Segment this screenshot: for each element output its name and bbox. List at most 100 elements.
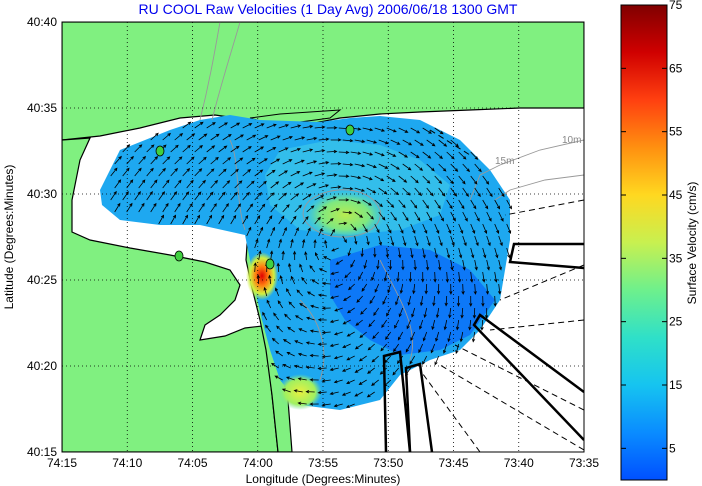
velocity-arrow bbox=[434, 151, 443, 159]
velocity-arrow bbox=[270, 135, 281, 141]
velocity-arrow bbox=[438, 259, 442, 271]
velocity-arrow bbox=[306, 205, 315, 213]
velocity-arrow bbox=[414, 187, 423, 197]
velocity-arrow bbox=[482, 223, 488, 235]
velocity-arrow bbox=[426, 139, 436, 147]
velocity-arrow bbox=[386, 199, 395, 208]
velocity-arrow bbox=[474, 211, 480, 222]
velocity-arrow bbox=[402, 235, 407, 247]
velocity-arrow bbox=[282, 136, 293, 141]
velocity-arrow bbox=[266, 147, 277, 153]
velocity-arrow bbox=[449, 283, 453, 295]
velocity-arrow bbox=[222, 180, 231, 189]
velocity-arrow bbox=[471, 331, 476, 343]
velocity-arrow bbox=[460, 307, 464, 319]
velocity-arrow bbox=[246, 134, 257, 141]
velocity-arrow bbox=[422, 331, 428, 342]
velocity-arrow bbox=[366, 211, 374, 220]
velocity-arrow bbox=[494, 271, 498, 283]
velocity-arrow bbox=[446, 151, 455, 160]
velocity-arrow bbox=[410, 247, 414, 259]
velocity-arrow bbox=[306, 160, 318, 165]
velocity-arrow bbox=[206, 122, 216, 129]
velocity-arrow bbox=[293, 389, 303, 393]
velocity-arrow bbox=[270, 181, 280, 189]
velocity-arrow bbox=[330, 271, 339, 275]
velocity-arrow bbox=[474, 163, 482, 173]
velocity-center-maximum bbox=[305, 191, 385, 239]
velocity-arrow bbox=[278, 215, 285, 225]
velocity-arrow bbox=[290, 148, 301, 153]
velocity-arrow bbox=[443, 343, 448, 354]
velocity-arrow bbox=[326, 126, 338, 130]
velocity-arrow bbox=[446, 175, 454, 185]
colorbar-tick-label: 25 bbox=[669, 315, 683, 329]
velocity-arrow bbox=[299, 263, 304, 273]
x-tick-label: 73:45 bbox=[438, 456, 468, 470]
velocity-south-maximum bbox=[278, 374, 322, 410]
velocity-arrow bbox=[458, 199, 465, 210]
velocity-arrow bbox=[373, 307, 380, 316]
velocity-arrow bbox=[270, 226, 275, 237]
velocity-arrow bbox=[301, 238, 306, 249]
velocity-arrow bbox=[481, 295, 485, 307]
velocity-arrow bbox=[333, 403, 343, 408]
velocity-arrow bbox=[341, 391, 351, 396]
velocity-arrow bbox=[170, 214, 177, 225]
velocity-arrow bbox=[126, 155, 134, 165]
velocity-arrow bbox=[282, 204, 290, 213]
velocity-arrow bbox=[470, 247, 475, 259]
velocity-arrow bbox=[286, 352, 295, 357]
radar-coverage-outlines bbox=[382, 242, 584, 452]
velocity-arrow bbox=[218, 168, 227, 177]
velocity-arrow bbox=[374, 283, 380, 293]
velocity-arrow bbox=[374, 127, 386, 132]
velocity-arrow bbox=[362, 151, 374, 156]
velocity-arrow bbox=[254, 146, 265, 153]
velocity-arrow bbox=[281, 250, 285, 261]
radar-range-lines bbox=[419, 129, 584, 452]
velocity-arrow bbox=[354, 235, 358, 245]
velocity-arrow bbox=[358, 355, 367, 362]
plot-area: 10m 15m bbox=[62, 22, 584, 452]
velocity-arrow bbox=[146, 191, 153, 201]
velocity-arrow bbox=[276, 325, 283, 333]
y-tick-label: 40:30 bbox=[27, 187, 57, 201]
velocity-arrow bbox=[282, 181, 292, 189]
velocity-arrow bbox=[210, 156, 219, 165]
velocity-arrow bbox=[462, 187, 469, 197]
velocity-arrow bbox=[321, 330, 331, 335]
velocity-arrow bbox=[394, 319, 400, 329]
velocity-arrow bbox=[218, 191, 226, 201]
velocity-arrow bbox=[270, 158, 281, 165]
velocity-arrow bbox=[122, 191, 129, 201]
velocity-arrow bbox=[306, 291, 315, 297]
velocity-arrow bbox=[198, 179, 206, 189]
velocity-arrow bbox=[410, 151, 420, 159]
velocity-arrow bbox=[376, 259, 380, 270]
velocity-arrow bbox=[455, 319, 460, 331]
velocity-arrow bbox=[432, 295, 436, 307]
velocity-arrow bbox=[278, 192, 287, 201]
velocity-arrow bbox=[354, 391, 363, 397]
velocity-arrow bbox=[218, 122, 228, 129]
velocity-arrow bbox=[426, 187, 434, 197]
velocity-arrow bbox=[494, 247, 499, 259]
velocity-arrow bbox=[134, 191, 141, 201]
velocity-arrow bbox=[253, 262, 257, 273]
velocity-arrow bbox=[358, 271, 364, 281]
velocity-arrow bbox=[309, 329, 319, 333]
colorbar-tick-label: 5 bbox=[669, 441, 676, 455]
velocity-arrow bbox=[419, 295, 424, 307]
velocity-arrow bbox=[321, 281, 331, 286]
y-tick-label: 40:15 bbox=[27, 445, 57, 459]
velocity-arrow bbox=[344, 271, 351, 279]
velocity-arrow bbox=[150, 179, 158, 189]
velocity-arrow bbox=[398, 151, 409, 158]
velocity-arrow bbox=[222, 203, 229, 213]
velocity-arrow bbox=[266, 169, 276, 177]
velocity-arrow bbox=[170, 191, 178, 201]
velocity-arrow bbox=[369, 295, 376, 305]
velocity-arrow bbox=[294, 227, 299, 237]
velocity-arrow bbox=[150, 132, 159, 141]
